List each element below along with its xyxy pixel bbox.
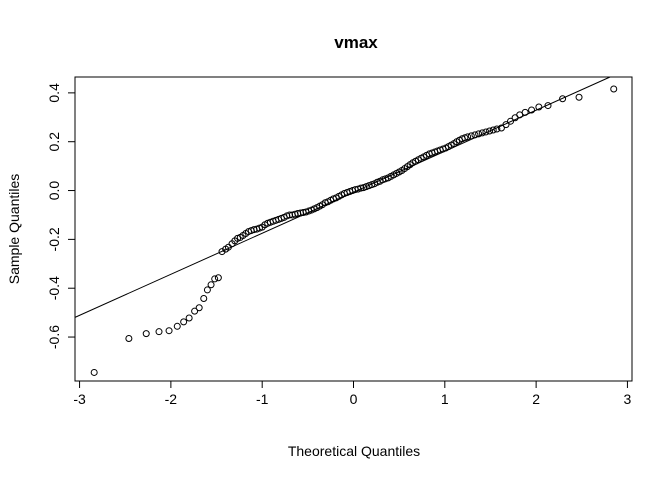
data-point bbox=[478, 129, 486, 137]
data-point bbox=[155, 328, 163, 336]
data-point bbox=[203, 286, 211, 294]
data-points bbox=[90, 85, 618, 376]
y-tick-label: 0.2 bbox=[46, 132, 62, 152]
y-tick-label: 0.0 bbox=[46, 181, 62, 201]
data-point bbox=[489, 126, 497, 134]
reference-line bbox=[74, 76, 611, 318]
data-point bbox=[497, 124, 505, 132]
data-point bbox=[507, 117, 515, 125]
x-tick-label: 0 bbox=[350, 391, 358, 407]
data-point bbox=[218, 248, 226, 256]
data-point bbox=[575, 93, 583, 101]
data-point bbox=[207, 281, 215, 289]
x-tick-label: 1 bbox=[441, 391, 449, 407]
data-point bbox=[493, 125, 501, 133]
data-point bbox=[559, 95, 567, 103]
data-point bbox=[211, 275, 219, 283]
plot-frame bbox=[74, 76, 633, 382]
data-point bbox=[195, 304, 203, 312]
data-point bbox=[467, 132, 475, 140]
x-tick-label: -2 bbox=[165, 391, 178, 407]
data-point bbox=[544, 102, 552, 110]
x-axis: -3 -2 -1 0 1 2 3 bbox=[73, 380, 632, 407]
data-point bbox=[482, 128, 490, 136]
data-point bbox=[200, 294, 208, 302]
data-point bbox=[486, 127, 494, 135]
y-tick-label: 0.4 bbox=[46, 83, 62, 103]
data-point bbox=[464, 133, 472, 141]
data-point bbox=[521, 108, 529, 116]
x-axis-label: Theoretical Quantiles bbox=[288, 443, 420, 459]
y-axis-label: Sample Quantiles bbox=[6, 174, 22, 285]
data-point bbox=[165, 327, 173, 335]
data-point bbox=[185, 314, 193, 322]
reference-line-group bbox=[74, 76, 611, 318]
data-point bbox=[475, 130, 483, 138]
x-tick-label: -1 bbox=[256, 391, 269, 407]
data-point bbox=[535, 103, 543, 111]
y-tick-label: -0.6 bbox=[46, 325, 62, 349]
x-tick-label: 3 bbox=[624, 391, 632, 407]
data-point bbox=[191, 307, 199, 315]
data-point bbox=[502, 121, 510, 129]
data-point bbox=[528, 106, 536, 114]
data-point bbox=[180, 318, 188, 326]
data-point bbox=[610, 85, 618, 93]
y-tick-label: -0.2 bbox=[46, 227, 62, 251]
chart-title: vmax bbox=[334, 33, 378, 52]
data-point bbox=[142, 330, 150, 338]
data-point bbox=[471, 131, 479, 139]
x-tick-label: -3 bbox=[73, 391, 86, 407]
data-point bbox=[173, 322, 181, 330]
data-point bbox=[90, 368, 98, 376]
y-tick-label: -0.4 bbox=[46, 276, 62, 300]
data-point bbox=[214, 274, 222, 282]
data-point bbox=[125, 335, 133, 343]
x-tick-label: 2 bbox=[532, 391, 540, 407]
y-axis: -0.6 -0.4 -0.2 0.0 0.2 0.4 bbox=[46, 83, 76, 349]
